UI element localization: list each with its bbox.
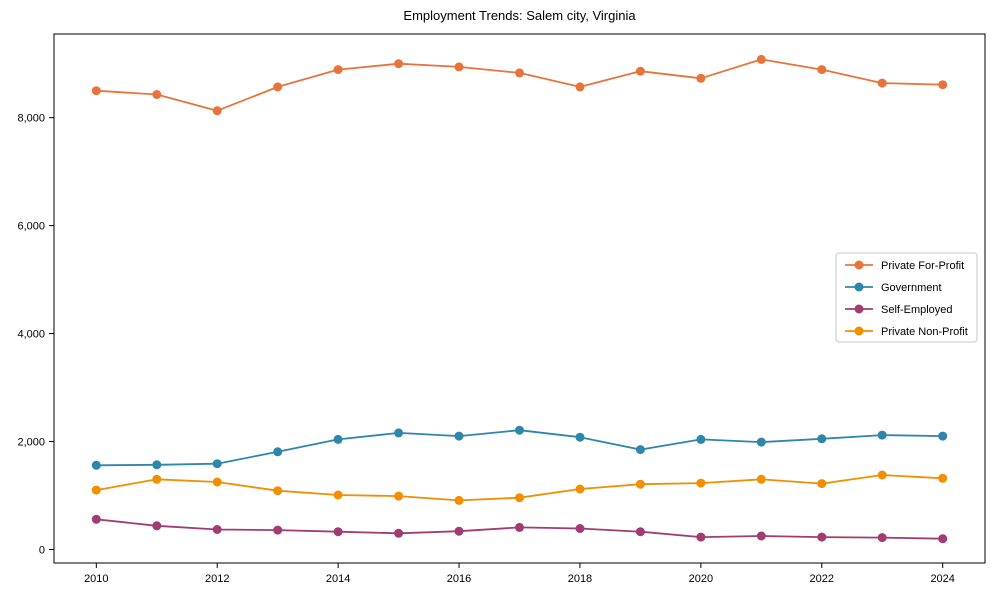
chart-title: Employment Trends: Salem city, Virginia xyxy=(403,8,636,23)
data-point-marker xyxy=(756,531,766,541)
data-point-marker xyxy=(454,526,464,536)
legend-label: Private For-Profit xyxy=(881,260,964,272)
data-point-marker xyxy=(152,90,162,99)
x-tick-label: 2016 xyxy=(447,573,471,585)
data-point-marker xyxy=(575,432,585,442)
series-private-non-profit xyxy=(91,470,948,505)
legend-label: Private Non-Profit xyxy=(881,326,968,338)
data-point-marker xyxy=(273,82,283,92)
data-point-marker xyxy=(877,533,887,543)
data-point-marker xyxy=(394,528,404,538)
legend-box xyxy=(835,252,978,343)
data-point-marker xyxy=(212,525,222,534)
data-point-marker xyxy=(696,478,706,488)
y-tick-label: 8,000 xyxy=(17,113,45,125)
y-tick-label: 2,000 xyxy=(17,437,45,449)
data-point-marker xyxy=(394,428,404,438)
data-point-marker xyxy=(273,486,283,496)
data-point-marker xyxy=(91,485,101,495)
x-tick-label: 2018 xyxy=(568,573,592,585)
data-point-marker xyxy=(635,479,645,489)
data-point-marker xyxy=(575,484,585,494)
data-point-marker xyxy=(212,459,222,469)
data-point-marker xyxy=(515,522,524,532)
data-point-marker xyxy=(696,434,706,444)
data-point-marker xyxy=(696,532,706,542)
data-point-marker xyxy=(515,68,524,78)
data-point-marker xyxy=(877,78,887,88)
data-point-marker xyxy=(756,54,766,64)
data-point-marker xyxy=(938,431,948,441)
data-point-marker xyxy=(152,474,162,484)
legend-item: Self-Employed xyxy=(845,304,953,316)
data-point-marker xyxy=(635,527,645,537)
data-point-marker xyxy=(212,106,222,116)
data-point-marker xyxy=(91,86,101,96)
axes-frame xyxy=(53,33,986,564)
x-tick-label: 2022 xyxy=(810,573,834,585)
y-tick-label: 6,000 xyxy=(17,221,45,233)
data-point-marker xyxy=(394,59,404,69)
legend: Private For-Profit Government Self-Employe… xyxy=(835,252,978,343)
data-point-marker xyxy=(877,430,887,440)
x-tick-label: 2010 xyxy=(84,573,108,585)
legend-item: Government xyxy=(845,282,942,294)
data-point-marker xyxy=(152,460,162,470)
data-point-marker xyxy=(91,514,101,524)
x-tick-label: 2024 xyxy=(930,573,954,585)
data-point-marker xyxy=(273,447,283,457)
data-point-marker xyxy=(817,532,827,542)
data-point-marker xyxy=(515,493,524,503)
data-point-marker xyxy=(212,477,222,487)
data-point-marker xyxy=(575,524,585,533)
data-point-marker xyxy=(756,474,766,484)
data-point-marker xyxy=(333,490,343,500)
legend-item: Private For-Profit xyxy=(845,260,964,272)
y-tick-label: 4,000 xyxy=(17,329,45,341)
data-point-marker xyxy=(454,62,464,72)
legend-marker xyxy=(854,304,864,314)
data-point-marker xyxy=(575,82,585,92)
x-tick-label: 2014 xyxy=(326,573,350,585)
legend-marker xyxy=(854,260,864,270)
series-line xyxy=(95,58,944,112)
data-point-marker xyxy=(817,434,827,444)
legend-label: Government xyxy=(881,282,942,294)
data-point-marker xyxy=(817,65,827,75)
data-point-marker xyxy=(454,495,464,505)
data-point-marker xyxy=(635,445,645,455)
data-point-marker xyxy=(91,460,101,470)
data-point-marker xyxy=(696,73,706,83)
legend-marker xyxy=(854,326,864,336)
series-government xyxy=(91,425,948,470)
legend-item: Private Non-Profit xyxy=(845,326,968,338)
x-tick-label: 2012 xyxy=(205,573,229,585)
data-point-marker xyxy=(938,473,948,483)
data-point-marker xyxy=(454,431,464,441)
y-tick-label: 0 xyxy=(39,545,45,557)
series-private-for-profit xyxy=(91,54,948,116)
data-point-marker xyxy=(635,66,645,76)
data-point-marker xyxy=(273,525,283,535)
data-point-marker xyxy=(877,470,887,480)
data-point-marker xyxy=(394,491,404,501)
x-tick-label: 2020 xyxy=(689,573,713,585)
series-line xyxy=(95,429,944,467)
data-point-marker xyxy=(817,479,827,489)
data-point-marker xyxy=(333,527,343,537)
data-point-marker xyxy=(333,434,343,444)
legend-marker xyxy=(854,282,864,292)
data-point-marker xyxy=(333,65,343,75)
data-point-marker xyxy=(152,521,162,531)
data-point-marker xyxy=(938,534,948,544)
data-point-marker xyxy=(938,80,948,90)
data-point-marker xyxy=(756,437,766,447)
legend-label: Self-Employed xyxy=(881,304,953,316)
data-point-marker xyxy=(515,425,524,435)
series-self-employed xyxy=(91,514,948,544)
